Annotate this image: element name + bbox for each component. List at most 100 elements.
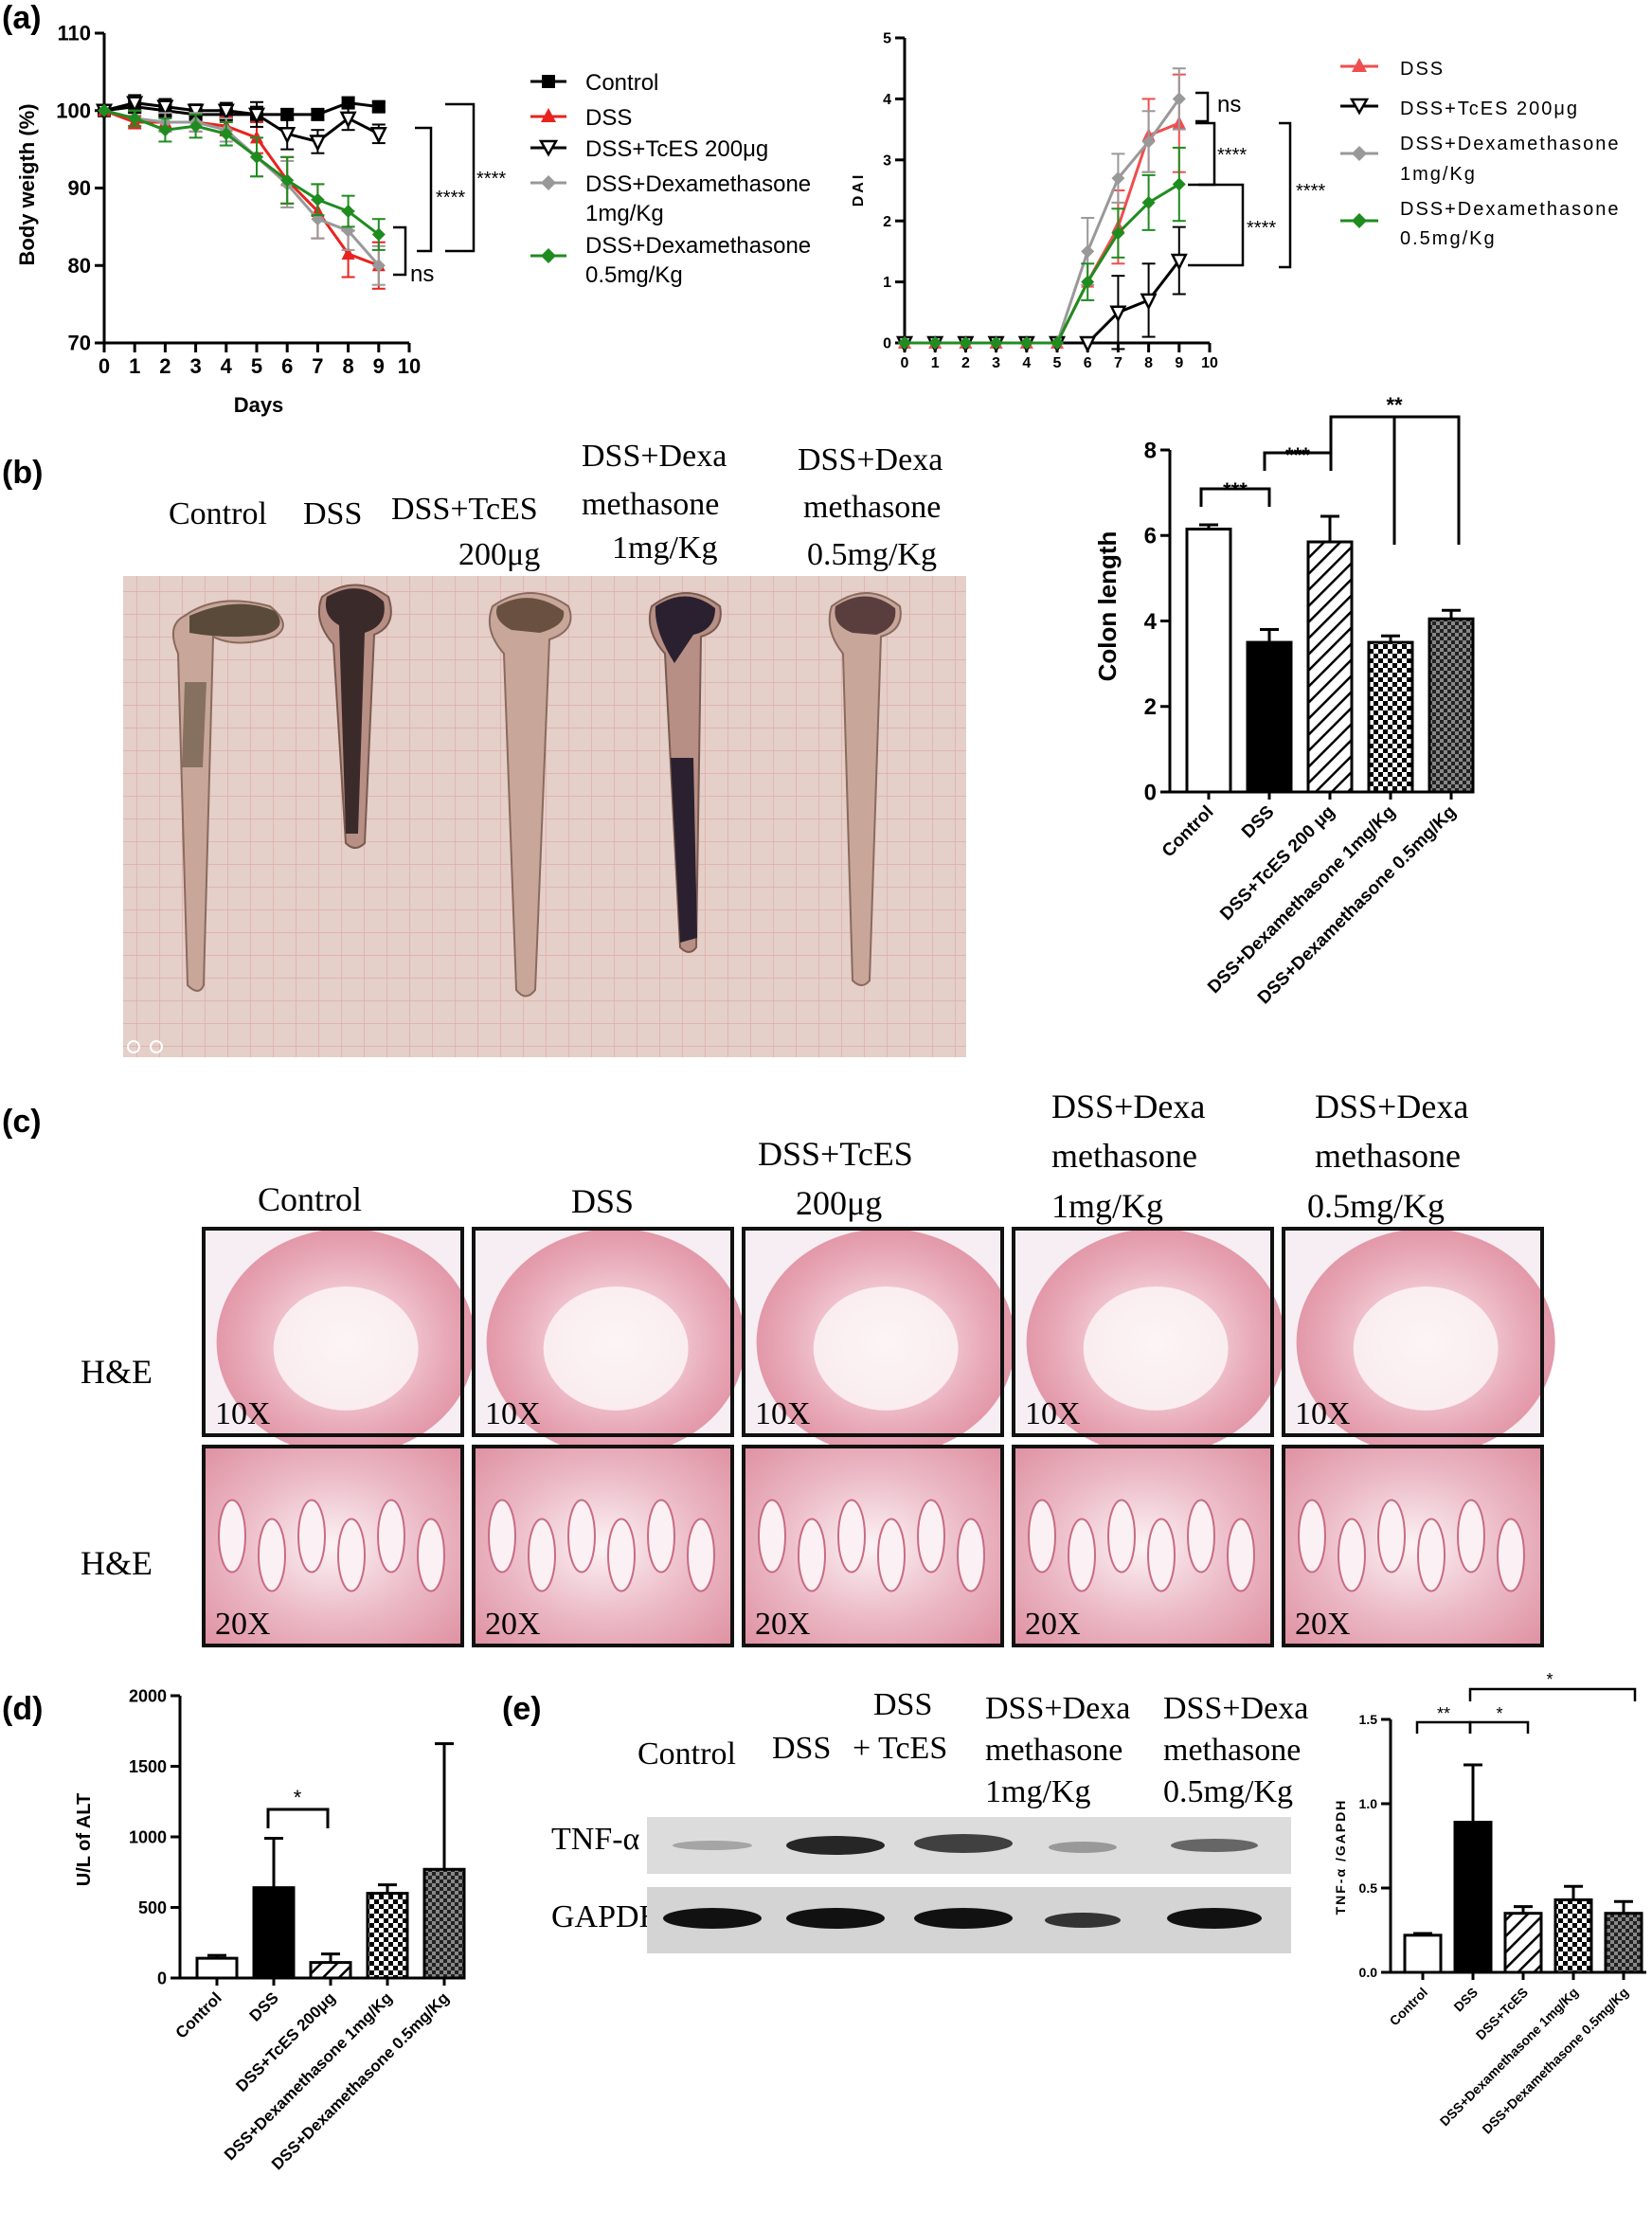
he-frame-0-0 bbox=[202, 1227, 464, 1437]
he-crypt-1-3-2 bbox=[1107, 1499, 1136, 1574]
bw-point-2-4 bbox=[217, 103, 235, 121]
b-label-control: Control bbox=[169, 496, 267, 531]
he-crypt-1-1-4 bbox=[647, 1499, 675, 1574]
he-crypt-1-4-3 bbox=[1417, 1518, 1446, 1592]
bw-ytick-label-4: 110 bbox=[58, 22, 92, 45]
he-image-1-3: 20X bbox=[1012, 1445, 1274, 1647]
e-label-dss: DSS bbox=[772, 1731, 831, 1766]
dai-point-1-7 bbox=[1109, 305, 1127, 323]
dai-xtick-label-2: 2 bbox=[961, 355, 970, 371]
he-frame-0-1 bbox=[472, 1227, 734, 1437]
dai-point-3-1 bbox=[928, 336, 943, 350]
bw-xtick-label-7: 7 bbox=[312, 354, 323, 378]
dai-xtick-label-6: 6 bbox=[1084, 355, 1092, 371]
he-mag-1-3: 20X bbox=[1025, 1607, 1081, 1642]
dai-line-1 bbox=[905, 260, 1180, 345]
colon-significance: *** *** ** bbox=[1199, 393, 1461, 545]
blot-label-tnf: TNF-α bbox=[551, 1822, 640, 1857]
bw-xtick-label-9: 9 bbox=[373, 354, 385, 378]
histology-grid: 10X 10X 10X 10X 10X 20X 20X 20X 20X 20X bbox=[202, 1227, 1555, 1647]
colon-bar-3 bbox=[1367, 640, 1414, 794]
he-image-1-2: 20X bbox=[742, 1445, 1004, 1647]
he-crypt-1-3-3 bbox=[1147, 1518, 1176, 1592]
alt-chart: U/L of ALT 0 500 1000 1500 2000 Control DSSDSS… bbox=[74, 1686, 466, 2173]
he-crypt-1-1-3 bbox=[607, 1518, 636, 1592]
tnf-bar-3 bbox=[1553, 1897, 1593, 1974]
tnf-bar-2 bbox=[1503, 1912, 1543, 1974]
dai-point-1-9 bbox=[1170, 253, 1188, 271]
tnf-ytick-label-2: 1.0 bbox=[1359, 1796, 1378, 1811]
he-crypt-1-3-0 bbox=[1028, 1499, 1056, 1574]
dai-point-3-4 bbox=[1019, 336, 1033, 350]
western-blot bbox=[647, 1817, 1291, 1953]
alt-bar-4 bbox=[422, 1867, 466, 1980]
bw-point-0-9 bbox=[371, 99, 386, 114]
he-crypt-1-0-5 bbox=[417, 1518, 445, 1592]
he-crypt-1-2-4 bbox=[917, 1499, 945, 1574]
bw-legend-2: DSS+TcES 200μg bbox=[585, 136, 768, 162]
bw-legend: Control DSS DSS+TcES 200μg DSS+Dexametha… bbox=[530, 70, 811, 288]
he-crypt-1-1-5 bbox=[687, 1518, 715, 1592]
he-frame-1-1 bbox=[472, 1445, 734, 1647]
body-weight-chart: Body weigth (%) Days 70 80 90 100 110 0 1 2 3 4 5 6… bbox=[15, 22, 811, 417]
c-label-dexa1-1: DSS+Dexa bbox=[1051, 1088, 1205, 1125]
dai-legend-2: DSS+Dexamethasone bbox=[1400, 134, 1620, 154]
bw-legend-4: 1mg/Kg bbox=[585, 201, 664, 226]
dai-point-3-6 bbox=[1081, 275, 1095, 289]
dai-point-3-7 bbox=[1111, 226, 1125, 241]
dai-legend-3: 1mg/Kg bbox=[1400, 164, 1477, 185]
b-label-tces-2: 200μg bbox=[458, 537, 540, 572]
he-lumen-0-2 bbox=[813, 1286, 959, 1411]
colon-bar-0 bbox=[1185, 527, 1232, 794]
bw-sig-0: **** bbox=[436, 188, 465, 208]
dai-point-1-6 bbox=[1079, 335, 1097, 353]
he-mag-0-2: 10X bbox=[755, 1396, 811, 1431]
dai-point-2-6 bbox=[1081, 244, 1095, 259]
dai-point-3-5 bbox=[1050, 336, 1064, 350]
he-crypt-1-4-1 bbox=[1338, 1518, 1366, 1592]
e-label-tces-2: + TcES bbox=[853, 1731, 947, 1766]
dai-xtick-label-9: 9 bbox=[1175, 355, 1183, 371]
he-image-1-1: 20X bbox=[472, 1445, 734, 1647]
he-crypt-1-2-5 bbox=[957, 1518, 985, 1592]
b-label-tces-1: DSS+TcES bbox=[391, 492, 538, 527]
he-crypt-1-0-0 bbox=[218, 1499, 246, 1574]
dai-xtick-label-8: 8 bbox=[1144, 355, 1153, 371]
dai-line-3 bbox=[905, 183, 1180, 345]
bw-significance: **** **** ns bbox=[393, 102, 506, 287]
he-mag-1-2: 20X bbox=[755, 1607, 811, 1642]
dai-ytick-label-5: 5 bbox=[883, 31, 891, 47]
dai-legend-4: DSS+Dexamethasone bbox=[1400, 199, 1620, 220]
he-frame-0-2 bbox=[742, 1227, 1004, 1437]
he-frame-1-3 bbox=[1012, 1445, 1274, 1647]
e-label-dexa1-3: 1mg/Kg bbox=[985, 1774, 1090, 1809]
panel-label-e: (e) bbox=[502, 1691, 542, 1727]
colon-cat-label-2: DSS+TcES 200 μg bbox=[1216, 802, 1338, 925]
bw-point-4-7 bbox=[311, 192, 325, 207]
alt-bar-0 bbox=[195, 1956, 239, 1980]
bw-xtick-label-10: 10 bbox=[398, 354, 421, 378]
bw-point-4-2 bbox=[158, 123, 172, 137]
bw-ytick-label-1: 80 bbox=[68, 254, 91, 278]
bw-ylabel: Body weigth (%) bbox=[15, 103, 39, 265]
panel-label-a: (a) bbox=[2, 0, 42, 36]
c-label-dexa05-3: 0.5mg/Kg bbox=[1307, 1187, 1445, 1225]
he-crypt-1-2-2 bbox=[837, 1499, 866, 1574]
bw-legend-1: DSS bbox=[585, 105, 632, 131]
colon-sig-0: *** bbox=[1223, 478, 1248, 502]
he-crypt-1-2-1 bbox=[798, 1518, 826, 1592]
tnf-sig-2: * bbox=[1546, 1670, 1553, 1689]
alt-sig-0: * bbox=[294, 1786, 302, 1809]
he-lumen-0-4 bbox=[1353, 1286, 1499, 1411]
dai-significance: ns **** **** **** bbox=[1188, 91, 1325, 269]
c-label-tces-2: 200μg bbox=[796, 1184, 882, 1222]
panel-label-c: (c) bbox=[2, 1104, 42, 1140]
dai-sig-0: ns bbox=[1217, 92, 1241, 117]
c-label-dexa1-2: methasone bbox=[1051, 1137, 1197, 1175]
he-crypt-1-2-3 bbox=[877, 1518, 906, 1592]
tnf-significance: ** * * bbox=[1415, 1670, 1637, 1734]
c-label-dexa1-3: 1mg/Kg bbox=[1051, 1187, 1163, 1225]
e-label-dexa1-2: methasone bbox=[985, 1733, 1122, 1768]
histology-labels: Control DSS DSS+TcES 200μg DSS+Dexa meth… bbox=[81, 1088, 1468, 1582]
